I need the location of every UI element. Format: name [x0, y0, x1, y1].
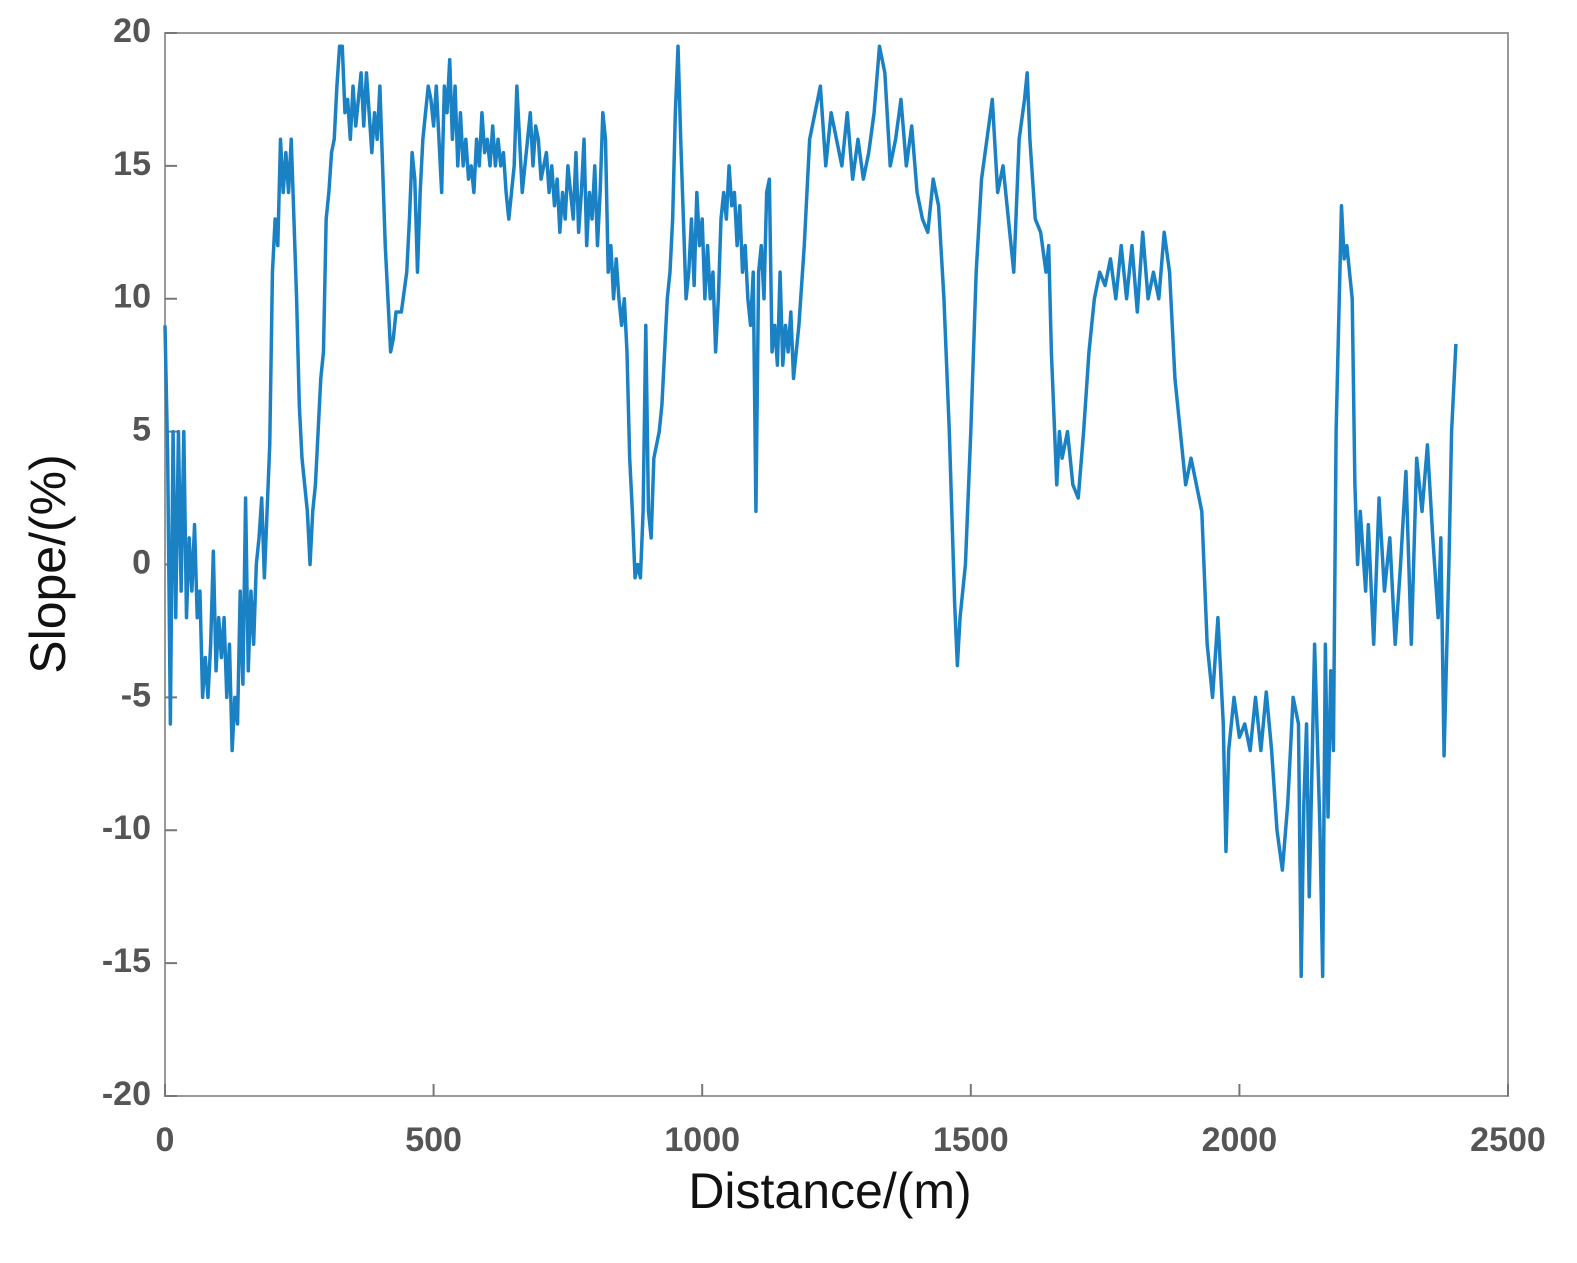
plot-frame — [164, 32, 1509, 1097]
y-tick-label: -10 — [102, 809, 151, 847]
x-tick-label: 0 — [156, 1121, 175, 1159]
y-tick-label: 5 — [132, 411, 151, 449]
x-tick-label: 2500 — [1470, 1121, 1546, 1159]
x-axis-label: Distance/(m) — [688, 1163, 971, 1219]
y-tick-label: 10 — [113, 278, 151, 316]
x-tick-label: 500 — [405, 1121, 462, 1159]
y-tick-label: 15 — [113, 145, 151, 183]
data-line — [163, 44, 1458, 979]
y-tick-label: -15 — [102, 942, 151, 980]
y-tick-label: 20 — [113, 12, 151, 50]
x-tick-label: 1500 — [933, 1121, 1009, 1159]
x-tick-label: 1000 — [664, 1121, 740, 1159]
y-tick-label: -20 — [102, 1075, 151, 1113]
y-axis-label: Slope/(%) — [20, 454, 76, 674]
y-tick-label: 0 — [132, 543, 151, 581]
x-tick-label: 2000 — [1202, 1121, 1278, 1159]
y-tick-label: -5 — [121, 676, 151, 714]
